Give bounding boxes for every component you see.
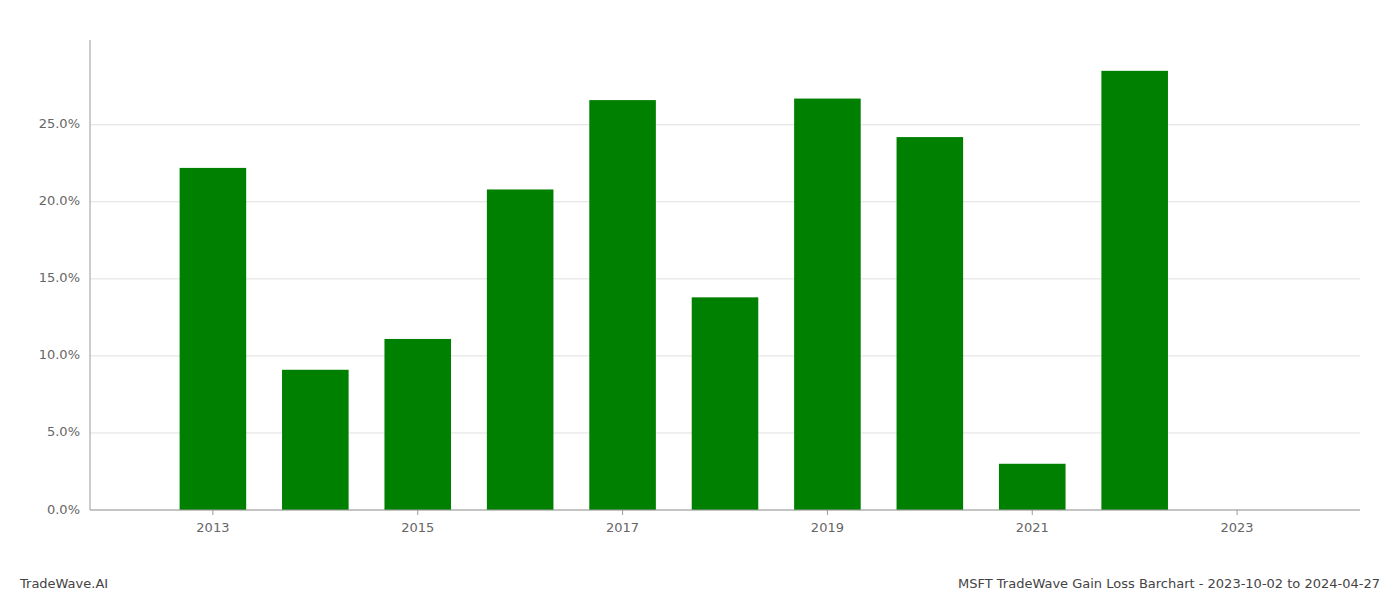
x-tick-label: 2019: [811, 520, 844, 535]
bar: [794, 99, 861, 510]
grid-line: [90, 510, 1360, 511]
footer-left: TradeWave.AI: [19, 576, 108, 591]
x-tick: [827, 510, 828, 515]
bar: [384, 339, 451, 510]
bar: [589, 100, 656, 510]
footer-right: MSFT TradeWave Gain Loss Barchart - 2023…: [958, 576, 1380, 591]
background: [0, 0, 1400, 600]
bar: [282, 370, 349, 510]
x-tick: [1237, 510, 1238, 515]
x-tick-label: 2017: [606, 520, 639, 535]
y-tick-label: 15.0%: [39, 270, 80, 285]
grid-line: [90, 278, 1360, 279]
bar: [1101, 71, 1168, 510]
x-tick: [1032, 510, 1033, 515]
y-tick-label: 0.0%: [47, 502, 80, 517]
bar: [180, 168, 247, 510]
x-tick: [417, 510, 418, 515]
chart: 0.0% 5.0% 10.0% 15.0% 20.0% 25.0% 2013 2015 2017…: [0, 0, 1400, 600]
y-tick-label: 25.0%: [39, 116, 80, 131]
x-tick: [212, 510, 213, 515]
y-axis-line: [90, 40, 91, 510]
bar: [897, 137, 964, 510]
x-ticks: 2013 2015 2017 2019 2021 2023: [196, 510, 1253, 535]
bar: [692, 297, 759, 510]
bars: [180, 71, 1168, 510]
y-tick-labels: 0.0% 5.0% 10.0% 15.0% 20.0% 25.0%: [39, 116, 80, 516]
bar: [999, 464, 1066, 510]
x-tick: [622, 510, 623, 515]
grid-line: [90, 201, 1360, 202]
bar: [487, 189, 554, 510]
x-tick-label: 2023: [1221, 520, 1254, 535]
x-axis-line: [90, 510, 1360, 511]
x-tick-label: 2021: [1016, 520, 1049, 535]
y-tick-label: 10.0%: [39, 347, 80, 362]
y-grid: [90, 125, 1360, 510]
y-tick-label: 5.0%: [47, 424, 80, 439]
y-tick-label: 20.0%: [39, 193, 80, 208]
grid-line: [90, 124, 1360, 125]
x-tick-label: 2013: [196, 520, 229, 535]
x-tick-label: 2015: [401, 520, 434, 535]
